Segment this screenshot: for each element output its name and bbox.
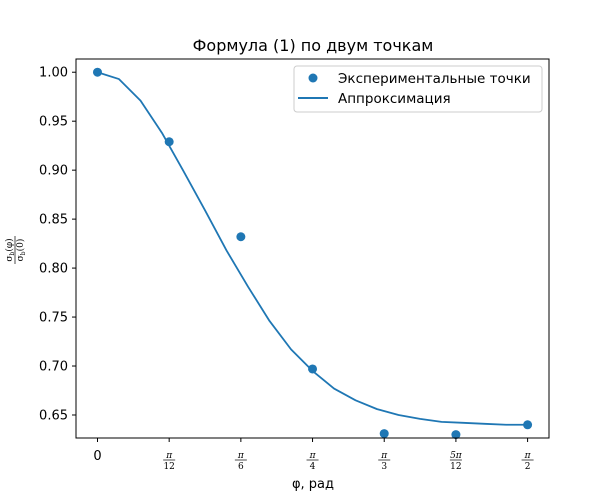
- y-label-denominator: σb(0): [15, 239, 27, 262]
- data-point: [308, 364, 318, 374]
- x-tick-denominator: 4: [310, 462, 316, 472]
- plot-area: [92, 67, 533, 440]
- x-axis-label: φ, рад: [292, 477, 334, 492]
- x-tick-numerator: π: [524, 451, 532, 461]
- legend-box: [293, 65, 543, 113]
- x-tick-label: π4: [306, 451, 319, 472]
- y-tick-label: 0.80: [39, 262, 68, 277]
- x-tick-denominator: 2: [525, 462, 531, 472]
- data-point: [92, 67, 102, 77]
- data-point: [523, 420, 533, 430]
- data-point: [164, 137, 174, 147]
- y-tick-label: 0.85: [39, 213, 68, 228]
- chart-title: Формула (1) по двум точкам: [193, 36, 434, 55]
- x-tick-denominator: 6: [238, 462, 244, 472]
- y-tick-label: 0.90: [39, 164, 68, 179]
- legend-marker-scatter: [308, 73, 318, 83]
- x-tick-denominator: 12: [163, 462, 174, 472]
- data-point: [451, 430, 461, 440]
- legend: Экспериментальные точки Аппроксимация: [293, 65, 543, 113]
- x-tick-label: π12: [163, 451, 176, 472]
- x-tick-numerator: π: [380, 451, 388, 461]
- x-tick-numerator: π: [165, 451, 173, 461]
- data-point: [236, 232, 246, 242]
- data-point: [379, 429, 389, 439]
- x-tick-numerator: π: [237, 451, 245, 461]
- x-tick-label: π2: [521, 451, 534, 472]
- legend-label-scatter: Экспериментальные точки: [338, 71, 531, 87]
- y-tick-label: 0.70: [39, 360, 68, 375]
- x-tick-denominator: 12: [450, 462, 461, 472]
- x-tick-numerator: π: [309, 451, 317, 461]
- x-tick-numerator: 5π: [450, 451, 463, 461]
- legend-label-line: Аппроксимация: [338, 91, 451, 107]
- y-tick-label: 0.95: [39, 115, 68, 130]
- x-tick-label: π6: [234, 451, 247, 472]
- y-axis: 0.65 0.70 0.75 0.80 0.85 0.90 0.95 1.00: [39, 66, 76, 423]
- x-tick-denominator: 3: [381, 462, 387, 472]
- y-axis-label: σb(φ) σb(0): [4, 236, 27, 264]
- y-tick-label: 0.75: [39, 311, 68, 326]
- svg-text:σb(φ): σb(φ): [4, 238, 16, 261]
- y-label-numerator: σb(φ): [4, 238, 16, 261]
- y-tick-label: 0.65: [39, 408, 68, 423]
- y-tick-label: 1.00: [39, 66, 68, 81]
- x-tick-label: π3: [378, 451, 391, 472]
- svg-text:σb(0): σb(0): [15, 239, 27, 262]
- x-tick-label: 0: [93, 449, 101, 464]
